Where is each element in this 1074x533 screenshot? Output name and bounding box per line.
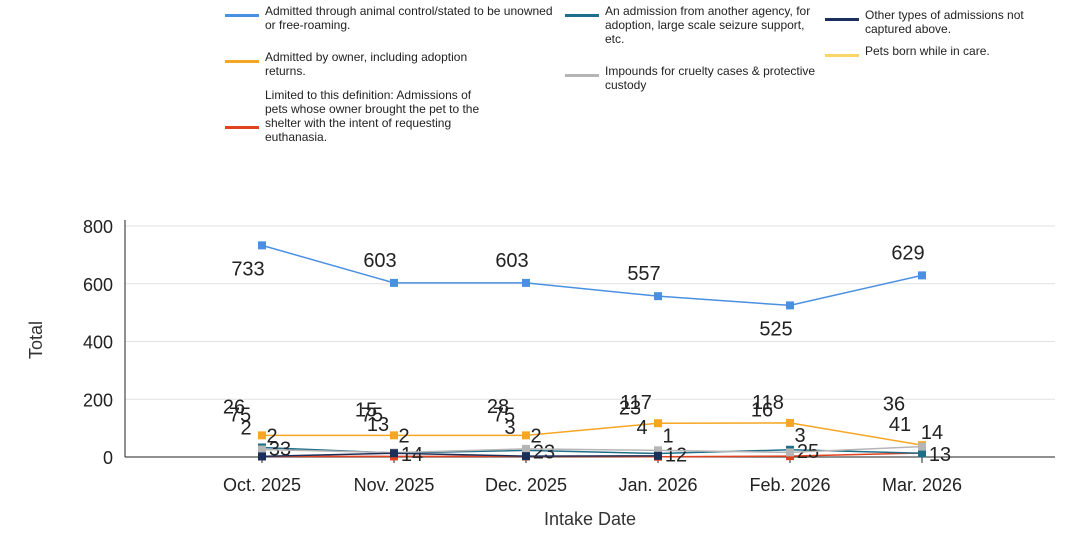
data-label: 13 [929,444,951,466]
data-label: 603 [495,250,528,272]
point [258,431,266,440]
data-label: 117 [620,392,652,414]
data-label: 4 [636,417,647,439]
data-label: 75 [361,404,383,426]
data-label: 733 [231,258,264,280]
point [786,418,794,427]
data-label: 75 [229,404,251,426]
point [522,431,530,440]
legend-swatch [565,14,599,17]
legend-label: Limited to this definition: Admissions o… [265,88,480,144]
legend-swatch [225,60,259,63]
legend-swatch [225,14,259,17]
legend-swatch [565,74,599,77]
data-label: 2 [530,425,541,447]
legend-label: Pets born while in care. [865,44,990,58]
data-label: 1 [662,426,673,448]
point [390,278,398,287]
data-label: 16 [751,399,773,421]
x-axis-label: Intake Date [544,509,636,529]
x-tick-label: Dec. 2025 [485,475,567,495]
data-label: 603 [363,250,396,272]
point [390,449,398,458]
x-tick-label: Feb. 2026 [749,475,830,495]
point [522,452,530,461]
point [918,442,926,451]
data-label: 14 [921,422,943,444]
point [522,278,530,287]
y-tick-label: 600 [83,275,113,295]
x-tick-label: Jan. 2026 [618,475,697,495]
point [654,446,662,455]
data-label: 14 [401,444,423,466]
data-label: 118 [752,392,784,414]
series-line [262,422,923,446]
point [654,419,662,428]
point [522,444,530,453]
data-label: 2 [240,417,251,439]
x-tick-label: Mar. 2026 [882,475,962,495]
series-line [261,452,659,458]
data-label: 26 [223,396,245,418]
legend-label: Admitted by owner, including adoption re… [265,50,468,78]
data-label: 15 [355,400,377,422]
legend-swatch [825,18,859,21]
x-tick-label: Nov. 2025 [354,475,435,495]
data-label: 12 [665,445,687,467]
data-label: 525 [759,318,792,340]
legend-swatch [825,54,859,57]
point [258,445,266,454]
data-label: 3 [794,425,805,447]
legend-swatch [225,126,259,129]
point [786,301,794,310]
x-tick-label: Oct. 2025 [223,475,301,495]
legend-label: An admission from another agency, for ad… [605,4,811,46]
legend-label: Other types of admissions not captured a… [865,8,1024,36]
data-label: 557 [627,263,660,285]
point [654,292,662,301]
y-tick-label: 0 [103,448,113,468]
y-axis-label: Total [26,321,46,359]
point [918,271,926,280]
data-label: 2 [266,425,277,447]
series-line [261,445,923,454]
point [786,448,794,457]
data-label: 629 [891,242,924,264]
y-tick-label: 200 [83,390,113,410]
point [654,451,662,460]
legend: Admitted through animal control/stated t… [225,4,1045,184]
point [258,241,266,250]
data-label: 23 [533,441,555,463]
data-label: 2 [398,425,409,447]
y-tick-label: 400 [83,333,113,353]
data-label: 36 [883,394,905,416]
legend-label: Impounds for cruelty cases & protective … [605,64,816,92]
series-line [261,244,923,307]
data-label: 23 [619,397,641,419]
point [258,452,266,461]
legend-label: Admitted through animal control/stated t… [265,4,553,32]
data-label: 28 [487,396,509,418]
data-label: 3 [504,417,515,439]
data-label: 13 [367,414,389,436]
point [390,431,398,440]
y-tick-label: 800 [83,217,113,237]
data-label: 41 [889,414,911,436]
data-label: 75 [493,404,515,426]
point [918,449,926,458]
